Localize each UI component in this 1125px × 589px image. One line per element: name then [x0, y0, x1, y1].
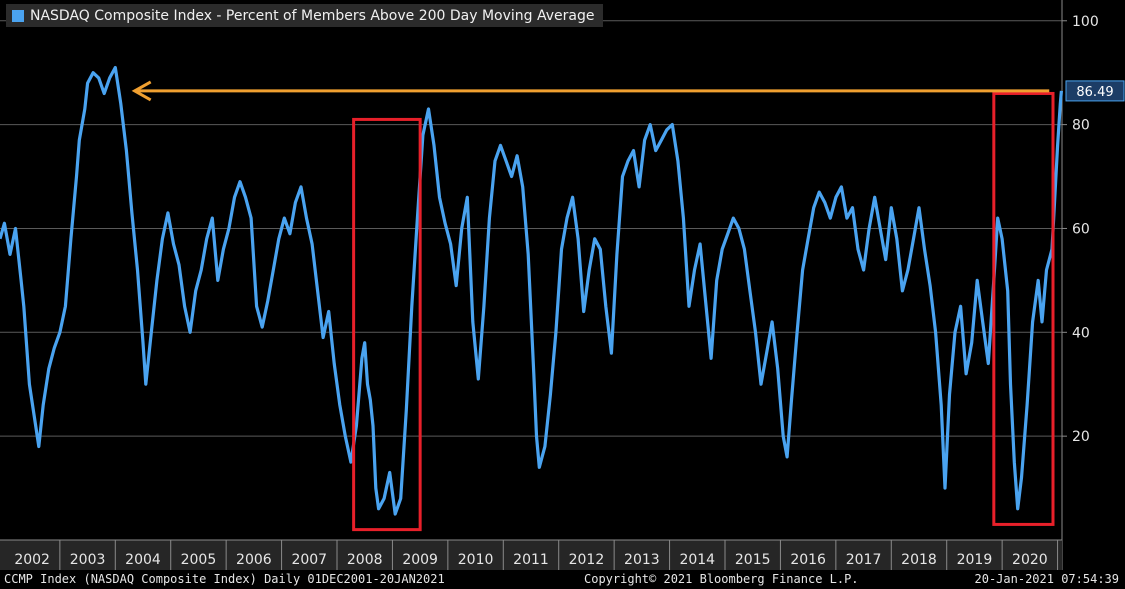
x-tick-label: 2012 — [569, 552, 605, 568]
x-tick-label: 2003 — [70, 552, 106, 568]
chart-title: NASDAQ Composite Index - Percent of Memb… — [30, 7, 595, 24]
chart-area: 20 40 60 80 100 2002 2003 2004 2005 2006 2007 2008 2… — [0, 0, 1125, 570]
x-tick-label: 2017 — [846, 552, 882, 568]
highlight-box-1 — [352, 117, 422, 532]
last-value-tag — [1065, 80, 1125, 102]
x-tick-label: 2018 — [901, 552, 937, 568]
x-tick-label: 2007 — [291, 552, 327, 568]
x-tick-label: 2010 — [458, 552, 494, 568]
x-tick-label: 2008 — [347, 552, 383, 568]
y-tick-label: 60 — [1072, 221, 1090, 237]
legend-swatch — [12, 9, 24, 22]
x-tick-label: 2013 — [624, 552, 660, 568]
x-tick-label: 2011 — [513, 552, 549, 568]
footer-bar: CCMP Index (NASDAQ Composite Index) Dail… — [0, 570, 1125, 589]
footer-timestamp: 20-Jan-2021 07:54:39 — [974, 572, 1120, 586]
x-tick-label: 2004 — [125, 552, 161, 568]
x-tick-label: 2014 — [679, 552, 715, 568]
x-tick-label: 2016 — [790, 552, 826, 568]
last-value-label: 86.49 — [1076, 85, 1113, 100]
x-tick-label: 2020 — [1012, 552, 1048, 568]
y-tick-label: 40 — [1072, 325, 1090, 341]
x-axis-band — [0, 540, 1062, 570]
footer-index-info: CCMP Index (NASDAQ Composite Index) Dail… — [4, 572, 445, 586]
x-tick-label: 2005 — [181, 552, 217, 568]
x-tick-label: 2002 — [14, 552, 50, 568]
highlight-box-2 — [992, 91, 1055, 526]
series-line — [0, 65, 1063, 516]
reference-arrow-head — [131, 80, 152, 102]
y-tick-label: 100 — [1072, 14, 1099, 30]
y-tick-label: 80 — [1072, 118, 1090, 134]
x-tick-label: 2009 — [402, 552, 438, 568]
x-tick-label: 2006 — [236, 552, 272, 568]
x-tick-label: 2015 — [735, 552, 771, 568]
x-tick-label: 2019 — [957, 552, 993, 568]
footer-copyright: Copyright© 2021 Bloomberg Finance L.P. — [584, 572, 859, 586]
chart-legend: NASDAQ Composite Index - Percent of Memb… — [6, 4, 603, 27]
y-tick-label: 20 — [1072, 429, 1090, 445]
